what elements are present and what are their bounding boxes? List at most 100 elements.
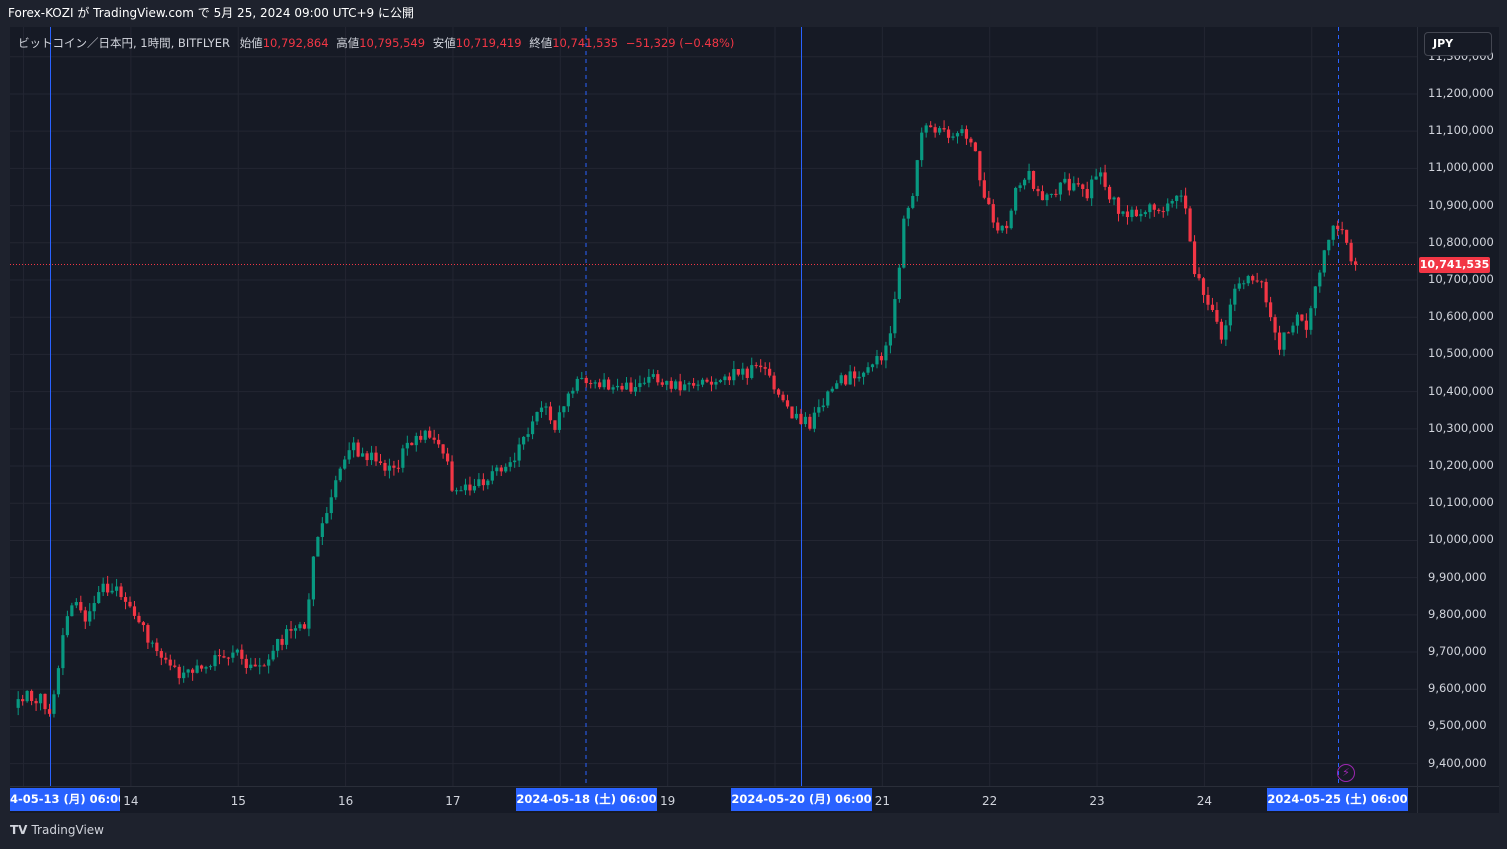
candle-body (459, 490, 463, 492)
candle-body (325, 513, 329, 524)
candle-body (25, 690, 29, 702)
candle-body (732, 369, 736, 381)
candle-body (647, 376, 651, 383)
candle-body (329, 497, 333, 514)
candle-body (419, 435, 423, 440)
candle-body (1318, 272, 1322, 287)
candle-body (56, 668, 61, 695)
candle-body (553, 420, 557, 430)
price-tick-label: 9,500,000 (1428, 718, 1487, 733)
tradingview-brand[interactable]: TV TradingView (10, 823, 104, 837)
candle-body (1327, 239, 1331, 251)
price-tick-label: 10,500,000 (1428, 346, 1494, 361)
candle-body (629, 382, 633, 392)
candle-body (1300, 314, 1304, 321)
candle-body (844, 375, 848, 385)
candle-body (302, 624, 307, 629)
candle-body (991, 204, 995, 223)
candle-body (946, 129, 951, 138)
low-value: 10,719,419 (455, 36, 522, 50)
candle-body (70, 605, 74, 617)
lightning-icon[interactable]: ⚡ (1337, 764, 1355, 782)
candle-body (137, 615, 141, 623)
candle-body (365, 453, 369, 461)
candle-body (352, 442, 356, 451)
candle-body (615, 385, 620, 388)
candle-body (396, 467, 400, 469)
candle-body (1085, 189, 1089, 199)
price-axis[interactable] (1417, 27, 1500, 786)
candle-body (817, 407, 821, 413)
candle-body (1040, 191, 1045, 201)
candle-body (848, 371, 852, 385)
time-tick-label: 17 (445, 794, 461, 808)
candle-body (1349, 242, 1353, 262)
candle-body (861, 372, 866, 377)
candle-body (884, 345, 888, 361)
chart-plot-area[interactable] (10, 27, 1417, 786)
candle-body (964, 129, 969, 139)
price-tick-label: 10,200,000 (1428, 458, 1494, 473)
candle-body (267, 659, 271, 666)
candle-body (1313, 286, 1317, 309)
candle-body (1022, 179, 1027, 186)
candle-body (803, 416, 808, 425)
candle-body (607, 379, 611, 390)
candle-body (544, 406, 548, 408)
time-tick-label: 14 (123, 794, 139, 808)
candle-body (1175, 195, 1179, 202)
candle-body (222, 656, 226, 658)
candle-body (776, 389, 781, 395)
candle-body (1112, 197, 1116, 200)
candle-body (213, 655, 217, 667)
candlestick-chart[interactable] (10, 27, 1417, 786)
candle-body (132, 606, 137, 616)
candle-body (620, 385, 624, 390)
candle-body (1049, 193, 1054, 195)
candle-body (21, 699, 25, 702)
currency-button[interactable]: JPY (1424, 32, 1492, 56)
time-axis[interactable]: 2242322211917161514 4-05-13 (月) 06:00 20… (10, 786, 1417, 813)
candle-body (110, 590, 114, 593)
candle-body (387, 465, 392, 471)
candle-body (1246, 276, 1250, 284)
open-value: 10,792,864 (262, 36, 329, 50)
candle-body (150, 642, 154, 644)
candle-body (114, 586, 119, 591)
time-tick-label: 16 (337, 794, 354, 808)
candle-body (562, 406, 566, 413)
candle-body (1345, 229, 1349, 243)
right-strip (1499, 27, 1507, 813)
candle-body (1184, 195, 1188, 209)
price-tick-label: 10,800,000 (1428, 234, 1494, 249)
price-tick-label: 10,000,000 (1428, 532, 1494, 547)
candle-body (700, 379, 705, 385)
candle-body (311, 556, 315, 600)
candle-body (1027, 170, 1031, 180)
candle-body (651, 374, 655, 377)
candle-body (320, 523, 324, 538)
candle-body (468, 484, 472, 491)
candle-body (378, 461, 383, 463)
candle-body (1121, 211, 1125, 214)
symbol-legend: ビットコイン／日本円, 1時間, BITFLYER 始値10,792,864 高… (18, 35, 734, 51)
time-tick-label: 22 (982, 794, 998, 808)
candle-body (293, 628, 298, 631)
candle-body (1148, 204, 1152, 213)
candle-body (602, 379, 606, 388)
candle-body (830, 388, 834, 392)
candle-body (249, 664, 253, 668)
candle-body (1282, 332, 1286, 350)
candle-body (938, 128, 942, 133)
candle-body (74, 602, 78, 606)
candle-body (38, 693, 43, 704)
candle-body (445, 453, 450, 462)
candle-body (624, 382, 629, 390)
candle-body (1224, 325, 1228, 340)
candle-body (696, 384, 700, 386)
candle-body (794, 413, 799, 419)
candle-body (356, 442, 360, 457)
change-value: −51,329 (−0.48%) (625, 36, 735, 50)
brand-name: TradingView (31, 823, 104, 837)
candle-body (208, 666, 213, 668)
